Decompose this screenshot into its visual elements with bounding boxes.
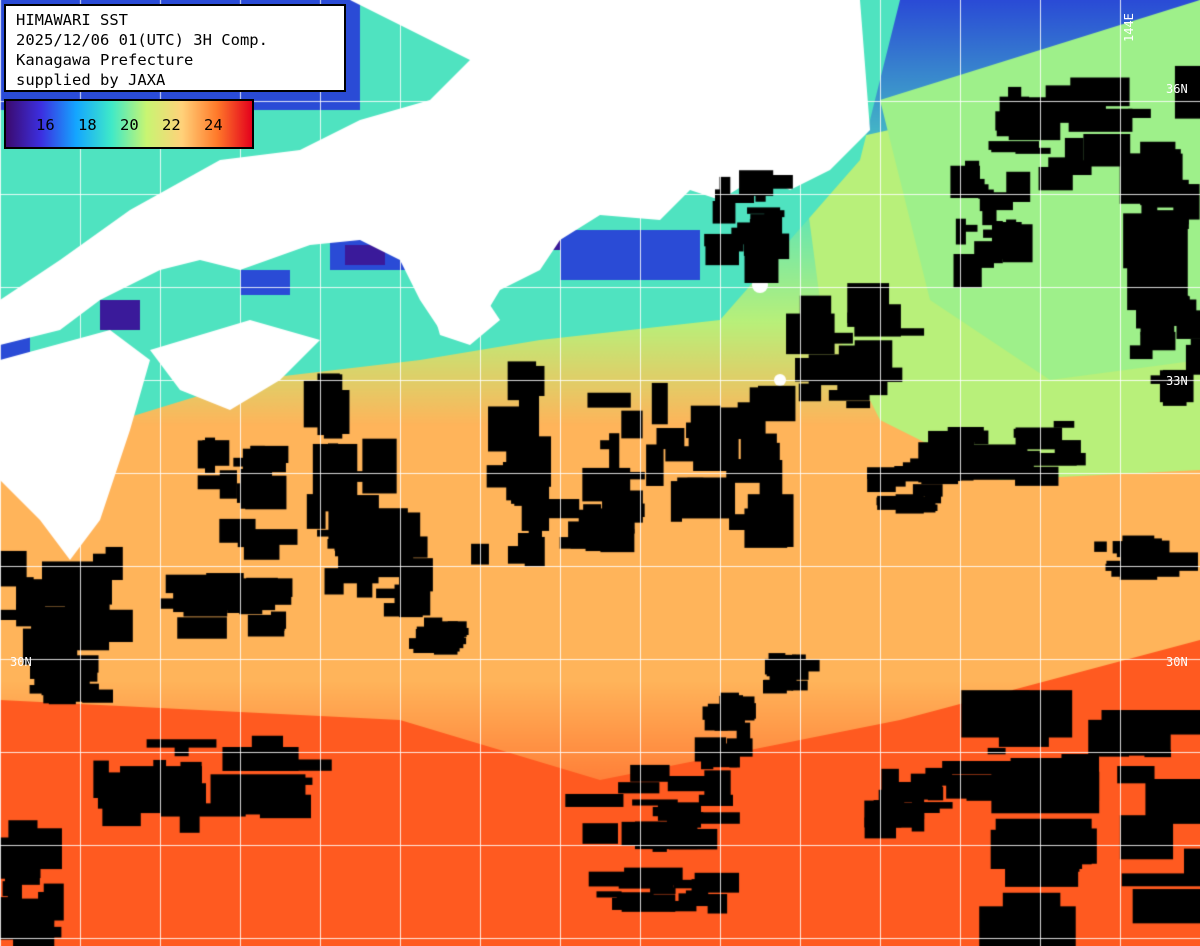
lat-label-33n-left: 33N — [10, 374, 32, 388]
data-source: supplied by JAXA — [16, 71, 166, 89]
legend-tick-18: 18 — [78, 116, 97, 134]
lat-label-30n-right: 30N — [1166, 655, 1188, 669]
lon-label-136e: 136E — [486, 15, 500, 44]
info-box: HIMAWARI SST 2025/12/06 01(UTC) 3H Comp.… — [4, 4, 346, 92]
legend-tick-22: 22 — [162, 116, 181, 134]
region-name: Kanagawa Prefecture — [16, 51, 194, 69]
product-title: HIMAWARI SST — [16, 11, 128, 29]
color-legend: 16 18 20 22 24 — [4, 99, 254, 149]
lat-label-30n-left: 30N — [10, 655, 32, 669]
lon-label-144e: 144E — [1122, 13, 1136, 42]
lat-label-33n-right: 33N — [1166, 374, 1188, 388]
legend-tick-24: 24 — [204, 116, 223, 134]
legend-tick-20: 20 — [120, 116, 139, 134]
legend-tick-16: 16 — [36, 116, 55, 134]
timestamp: 2025/12/06 01(UTC) 3H Comp. — [16, 31, 268, 49]
lat-label-36n: 36N — [1166, 82, 1188, 96]
